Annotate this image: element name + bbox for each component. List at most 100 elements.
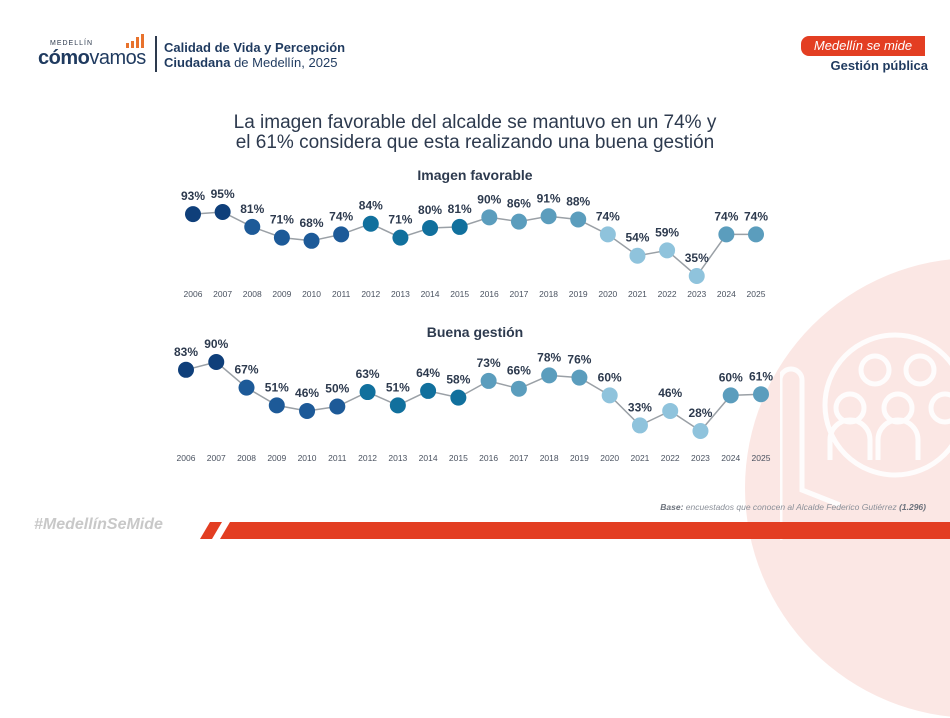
x-tick-label: 2019 bbox=[570, 453, 589, 463]
data-point bbox=[451, 218, 468, 235]
x-tick-label: 2018 bbox=[540, 453, 559, 463]
x-tick-label: 2007 bbox=[207, 453, 226, 463]
data-point bbox=[299, 402, 316, 419]
data-point bbox=[510, 213, 527, 230]
data-label: 91% bbox=[537, 191, 561, 205]
data-label: 59% bbox=[655, 225, 679, 239]
x-tick-label: 2007 bbox=[213, 289, 232, 299]
data-point bbox=[185, 206, 201, 223]
data-point bbox=[238, 379, 255, 396]
headline: La imagen favorable del alcalde se mantu… bbox=[0, 113, 950, 153]
header-divider bbox=[155, 36, 157, 72]
data-point bbox=[570, 211, 587, 228]
x-tick-label: 2014 bbox=[421, 289, 440, 299]
data-label: 71% bbox=[270, 213, 294, 227]
x-tick-label: 2015 bbox=[449, 453, 468, 463]
data-label: 60% bbox=[598, 370, 622, 384]
x-tick-label: 2011 bbox=[332, 289, 351, 299]
data-label: 46% bbox=[295, 386, 319, 400]
data-point bbox=[420, 382, 437, 399]
data-label: 76% bbox=[567, 353, 591, 367]
data-label: 73% bbox=[477, 356, 501, 370]
data-label: 74% bbox=[714, 209, 738, 223]
data-label: 66% bbox=[507, 364, 531, 378]
x-tick-label: 2010 bbox=[302, 289, 321, 299]
x-tick-label: 2022 bbox=[658, 289, 677, 299]
chart-title-imagen: Imagen favorable bbox=[417, 167, 533, 183]
data-point bbox=[753, 386, 769, 403]
x-tick-label: 2017 bbox=[509, 453, 528, 463]
data-label: 83% bbox=[174, 345, 198, 359]
x-tick-label: 2009 bbox=[272, 289, 291, 299]
report-title-bold: Ciudadana bbox=[164, 55, 231, 70]
data-label: 84% bbox=[359, 199, 383, 213]
data-label: 64% bbox=[416, 366, 440, 380]
x-tick-label: 2021 bbox=[630, 453, 649, 463]
data-point bbox=[359, 384, 376, 401]
section-label: Gestión pública bbox=[830, 58, 928, 73]
data-point bbox=[422, 220, 439, 236]
data-point bbox=[244, 218, 261, 235]
data-point bbox=[178, 361, 194, 378]
data-label: 71% bbox=[388, 213, 412, 227]
x-tick-label: 2022 bbox=[661, 453, 680, 463]
x-tick-label: 2006 bbox=[184, 289, 203, 299]
data-label: 95% bbox=[211, 187, 235, 201]
data-point bbox=[571, 369, 588, 386]
data-label: 60% bbox=[719, 370, 743, 384]
data-label: 74% bbox=[329, 209, 353, 223]
data-point bbox=[392, 229, 409, 246]
data-point bbox=[659, 242, 676, 259]
medellin-se-mide-tag: Medellín se mide bbox=[801, 36, 925, 56]
footer-bar bbox=[230, 522, 950, 539]
x-tick-label: 2016 bbox=[479, 453, 498, 463]
data-label: 90% bbox=[477, 192, 501, 206]
data-label: 46% bbox=[658, 386, 682, 400]
x-tick-label: 2019 bbox=[569, 289, 588, 299]
x-tick-label: 2016 bbox=[480, 289, 499, 299]
data-label: 68% bbox=[300, 216, 324, 230]
data-point bbox=[214, 204, 231, 220]
data-point bbox=[718, 226, 735, 243]
chart-title-gestion: Buena gestión bbox=[426, 324, 524, 340]
data-point bbox=[601, 387, 618, 404]
data-point bbox=[481, 209, 498, 226]
data-label: 81% bbox=[240, 202, 264, 216]
logo-city: MEDELLÍN bbox=[50, 40, 94, 47]
line-charts: 93% 2006 95% 2007 81% 2008 71% 2009 68% 2010 74% 20… bbox=[174, 187, 773, 463]
data-label: 93% bbox=[181, 189, 205, 203]
x-tick-label: 2018 bbox=[539, 289, 558, 299]
data-label: 78% bbox=[537, 350, 561, 364]
x-tick-label: 2024 bbox=[721, 453, 740, 463]
report-title-rest: de Medellín, 2025 bbox=[230, 55, 338, 70]
data-label: 54% bbox=[625, 231, 649, 245]
data-point bbox=[688, 268, 705, 284]
data-point bbox=[333, 226, 350, 243]
data-point bbox=[748, 226, 764, 243]
data-point bbox=[450, 389, 467, 406]
data-label: 81% bbox=[448, 202, 472, 216]
data-point bbox=[541, 367, 558, 384]
x-tick-label: 2008 bbox=[237, 453, 256, 463]
data-label: 67% bbox=[235, 363, 259, 377]
x-tick-label: 2021 bbox=[628, 289, 647, 299]
report-title: Calidad de Vida y Percepción Ciudadana d… bbox=[164, 40, 345, 70]
data-point bbox=[303, 232, 320, 249]
x-tick-label: 2014 bbox=[419, 453, 438, 463]
base-label: Base: bbox=[660, 502, 684, 512]
headline-line1: La imagen favorable del alcalde se mantu… bbox=[233, 112, 717, 133]
x-tick-label: 2013 bbox=[388, 453, 407, 463]
base-note: Base: encuestados que conocen al Alcalde… bbox=[660, 502, 926, 512]
x-tick-label: 2010 bbox=[298, 453, 317, 463]
logo-bold: cómo bbox=[38, 47, 90, 69]
headline-line2: el 61% considera que esta realizando una… bbox=[235, 132, 715, 153]
data-label: 90% bbox=[204, 337, 228, 351]
hashtag: #MedellínSeMide bbox=[34, 516, 163, 533]
data-label: 28% bbox=[688, 406, 712, 420]
data-point bbox=[480, 372, 497, 389]
data-point bbox=[273, 229, 290, 246]
x-tick-label: 2012 bbox=[358, 453, 377, 463]
x-tick-label: 2008 bbox=[243, 289, 262, 299]
data-label: 51% bbox=[386, 380, 410, 394]
data-label: 51% bbox=[265, 380, 289, 394]
